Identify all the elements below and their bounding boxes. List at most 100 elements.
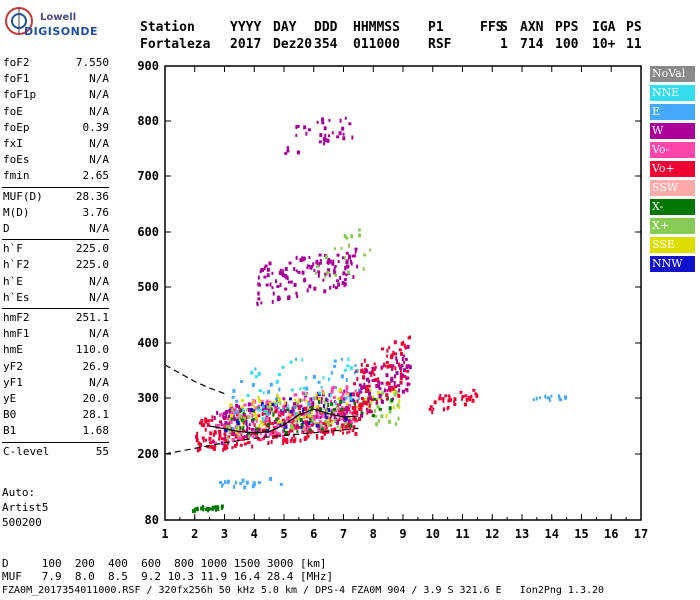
echo-point bbox=[340, 407, 344, 411]
echo-point bbox=[197, 441, 201, 446]
echo-point bbox=[371, 368, 374, 372]
echo-point bbox=[257, 397, 260, 401]
echo-point bbox=[257, 404, 261, 408]
echo-point bbox=[360, 396, 364, 400]
echo-point bbox=[464, 394, 468, 398]
echo-point bbox=[388, 346, 391, 350]
echo-point bbox=[243, 442, 247, 446]
echo-point bbox=[218, 481, 222, 485]
echo-point bbox=[268, 425, 271, 430]
echo-point bbox=[335, 405, 338, 409]
file-info-line: FZA0M_2017354011000.RSF / 320fx256h 50 k… bbox=[2, 585, 605, 596]
x-tick-label: 10 bbox=[426, 527, 440, 541]
echo-point bbox=[271, 271, 274, 275]
echo-point bbox=[292, 439, 296, 444]
echo-point bbox=[336, 403, 339, 408]
echo-point bbox=[345, 273, 348, 277]
echo-point bbox=[352, 425, 356, 429]
echo-point bbox=[228, 435, 231, 439]
echo-point bbox=[214, 443, 217, 448]
header-label: YYYY bbox=[230, 20, 262, 35]
echo-point bbox=[374, 377, 378, 382]
echo-point bbox=[315, 394, 318, 399]
echo-point bbox=[207, 445, 211, 449]
muf-table: D 100 200 400 600 800 1000 1500 3000 [km… bbox=[2, 557, 333, 583]
parameter-name: yF2 bbox=[3, 359, 23, 373]
echo-point bbox=[311, 403, 314, 407]
echo-point bbox=[312, 396, 315, 401]
echo-point bbox=[224, 433, 227, 437]
echo-point bbox=[284, 287, 288, 291]
echo-point bbox=[211, 415, 214, 419]
echo-point bbox=[465, 397, 469, 402]
echo-point bbox=[344, 422, 348, 426]
echo-point bbox=[264, 407, 268, 411]
echo-point bbox=[383, 388, 386, 393]
header-label: PPS bbox=[555, 20, 579, 35]
echo-point bbox=[386, 389, 389, 393]
header-value: 11 bbox=[626, 37, 642, 52]
echo-point bbox=[351, 411, 355, 415]
echo-point bbox=[408, 365, 412, 370]
echo-point bbox=[311, 401, 315, 405]
echo-point bbox=[302, 425, 305, 430]
echo-point bbox=[204, 427, 207, 432]
echo-point bbox=[309, 266, 313, 270]
echo-point bbox=[304, 420, 307, 425]
echo-point bbox=[226, 436, 229, 441]
echo-point bbox=[333, 416, 337, 421]
echo-point bbox=[330, 428, 333, 432]
echo-point bbox=[365, 384, 369, 389]
echo-point bbox=[241, 478, 245, 483]
echo-point bbox=[257, 291, 260, 296]
echo-point bbox=[267, 422, 271, 427]
echo-point bbox=[322, 278, 325, 282]
echo-point bbox=[248, 423, 251, 427]
echo-point bbox=[312, 262, 315, 267]
echo-point bbox=[271, 286, 274, 290]
echo-point bbox=[250, 431, 254, 436]
echo-point bbox=[301, 391, 305, 396]
autoscaling-info: Auto: Artist5 500200 bbox=[2, 485, 48, 530]
echo-point bbox=[368, 400, 372, 404]
echo-point bbox=[223, 415, 226, 420]
echo-point bbox=[387, 382, 391, 386]
parameter-name: foEp bbox=[3, 120, 30, 134]
echo-point bbox=[344, 407, 347, 412]
echo-point bbox=[339, 118, 342, 123]
echo-point bbox=[439, 393, 442, 398]
parameter-name: foEs bbox=[3, 153, 30, 167]
echo-point bbox=[299, 438, 302, 443]
echo-point bbox=[317, 270, 321, 274]
echo-point bbox=[360, 385, 364, 390]
echo-point bbox=[269, 404, 272, 409]
echo-point bbox=[224, 420, 228, 425]
header-value: Fortaleza bbox=[140, 37, 211, 52]
echo-point bbox=[396, 359, 399, 364]
echo-point bbox=[385, 413, 388, 418]
echo-point bbox=[360, 362, 363, 367]
echo-point bbox=[358, 417, 362, 422]
echo-point bbox=[432, 407, 435, 411]
echo-point bbox=[277, 432, 280, 437]
echo-point bbox=[278, 387, 281, 392]
parameter-separator bbox=[2, 308, 109, 309]
echo-point bbox=[213, 415, 216, 420]
echo-point bbox=[393, 352, 397, 356]
echo-point bbox=[295, 291, 298, 295]
echo-point bbox=[257, 481, 261, 485]
echo-point bbox=[343, 407, 346, 412]
echo-point bbox=[272, 291, 275, 296]
parameter-name: h`Es bbox=[3, 290, 30, 304]
echo-point bbox=[288, 397, 292, 401]
echo-point bbox=[380, 347, 384, 351]
echo-point bbox=[320, 399, 323, 404]
echo-point bbox=[339, 275, 342, 280]
echo-point bbox=[353, 410, 356, 415]
echo-point bbox=[262, 391, 265, 395]
echo-point bbox=[314, 271, 317, 275]
echo-point bbox=[261, 428, 265, 433]
echo-point bbox=[394, 374, 397, 379]
echo-point bbox=[305, 415, 309, 419]
parameter-row: fmin 2.65 bbox=[2, 169, 109, 185]
